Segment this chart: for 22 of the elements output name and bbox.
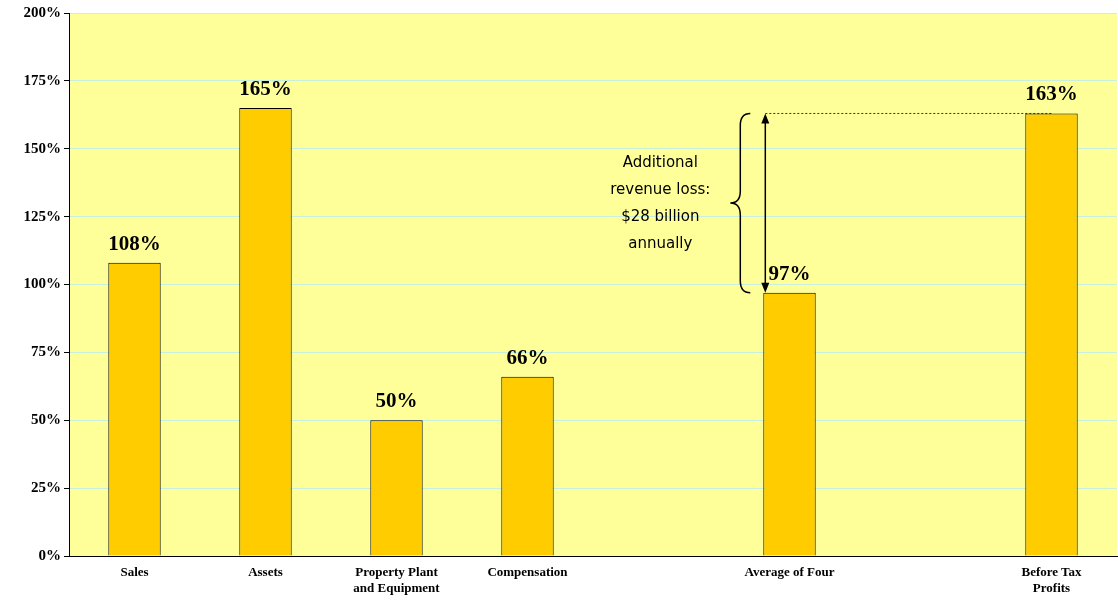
x-tick-label: Assets bbox=[248, 564, 283, 580]
data-label: 50% bbox=[375, 388, 418, 413]
x-tick-label: Compensation bbox=[487, 564, 569, 580]
y-tick-label: 100% bbox=[23, 275, 61, 292]
y-tick-label: 0% bbox=[38, 546, 61, 563]
data-label: 108% bbox=[108, 230, 161, 255]
y-tick-label: 150% bbox=[23, 139, 61, 156]
x-tick-label: Sales bbox=[120, 564, 149, 580]
y-tick-label: 25% bbox=[31, 479, 61, 495]
y-tick-label: 125% bbox=[23, 207, 61, 224]
x-tick-label: Property Plant and Equipment bbox=[353, 564, 441, 595]
y-tick-label: 50% bbox=[31, 411, 61, 428]
annotation: Additional revenue loss: $28 billion annually bbox=[609, 152, 712, 255]
data-label: 163% bbox=[1025, 81, 1078, 106]
x-tick-label: Before Tax Profits bbox=[1021, 564, 1083, 595]
y-tick-label: 200% bbox=[23, 3, 61, 20]
data-label: 97% bbox=[768, 260, 811, 285]
y-tick-label: 175% bbox=[23, 71, 61, 88]
data-label: 165% bbox=[239, 75, 292, 100]
data-label: 66% bbox=[506, 344, 549, 369]
y-tick-label: 75% bbox=[31, 343, 61, 360]
x-tick-label: Average of Four bbox=[744, 564, 835, 580]
